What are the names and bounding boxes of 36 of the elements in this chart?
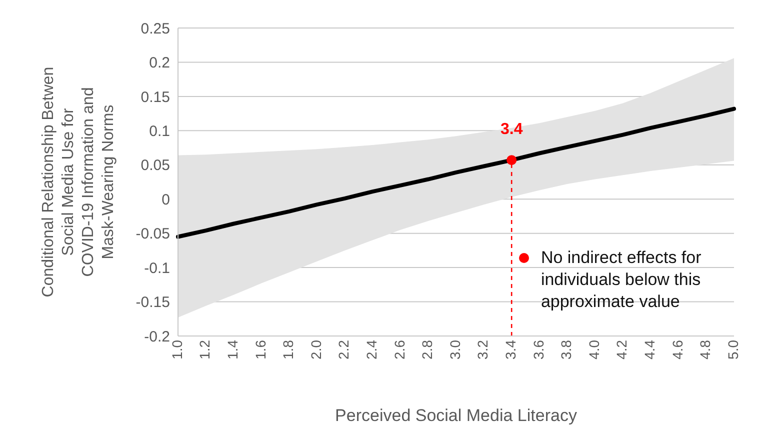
y-tick-label: 0 xyxy=(162,191,170,208)
x-tick-label: 1.0 xyxy=(168,340,185,360)
x-tick-label: 1.8 xyxy=(280,340,296,360)
x-tick-label: 4.8 xyxy=(697,340,714,360)
x-tick-label: 3.4 xyxy=(502,340,519,360)
x-tick-label: 5.0 xyxy=(724,340,741,360)
x-tick-label: 2.0 xyxy=(308,340,324,360)
x-tick-label: 2.2 xyxy=(336,340,352,360)
y-tick-label: -0.2 xyxy=(144,328,170,346)
x-tick-label: 3.6 xyxy=(530,340,546,360)
x-tick-label: 4.2 xyxy=(614,340,630,360)
y-tick-label: -0.1 xyxy=(144,260,170,277)
y-tick-label: 0.2 xyxy=(149,54,170,72)
x-tick-label: 2.6 xyxy=(391,340,408,360)
x-tick-label: 4.6 xyxy=(669,340,686,360)
x-tick-label: 4.0 xyxy=(586,340,602,360)
x-tick-label: 3.2 xyxy=(474,340,491,360)
y-tick-label: 0.1 xyxy=(149,122,170,140)
ref-line-label: 3.4 xyxy=(500,121,523,138)
y-tick-label: -0.05 xyxy=(136,226,170,243)
y-tick-label: -0.15 xyxy=(136,294,170,312)
x-tick-label: 1.2 xyxy=(196,340,213,360)
y-tick-label: 0.05 xyxy=(140,157,170,174)
x-tick-label: 3.8 xyxy=(558,340,574,360)
y-axis-title: Conditional Relationship Betwen Social Media Use for COVID-19 Information and Mask-Wearing Norms xyxy=(40,66,117,298)
x-tick-label: 1.6 xyxy=(252,340,268,360)
x-tick-label: 1.4 xyxy=(224,340,241,360)
x-tick-label: 4.4 xyxy=(642,340,658,360)
legend-label: No indirect effects for individuals below this approximate value xyxy=(540,247,702,314)
line-series xyxy=(176,106,736,239)
y-tick-label: 0.25 xyxy=(140,20,170,38)
y-tick-label: 0.15 xyxy=(140,88,170,106)
x-axis-title: Perceived Social Media Literacy xyxy=(335,406,578,425)
x-tick-label: 2.4 xyxy=(364,340,380,360)
x-tick-label: 3.0 xyxy=(446,340,463,360)
x-tick-label: 2.8 xyxy=(419,340,436,360)
